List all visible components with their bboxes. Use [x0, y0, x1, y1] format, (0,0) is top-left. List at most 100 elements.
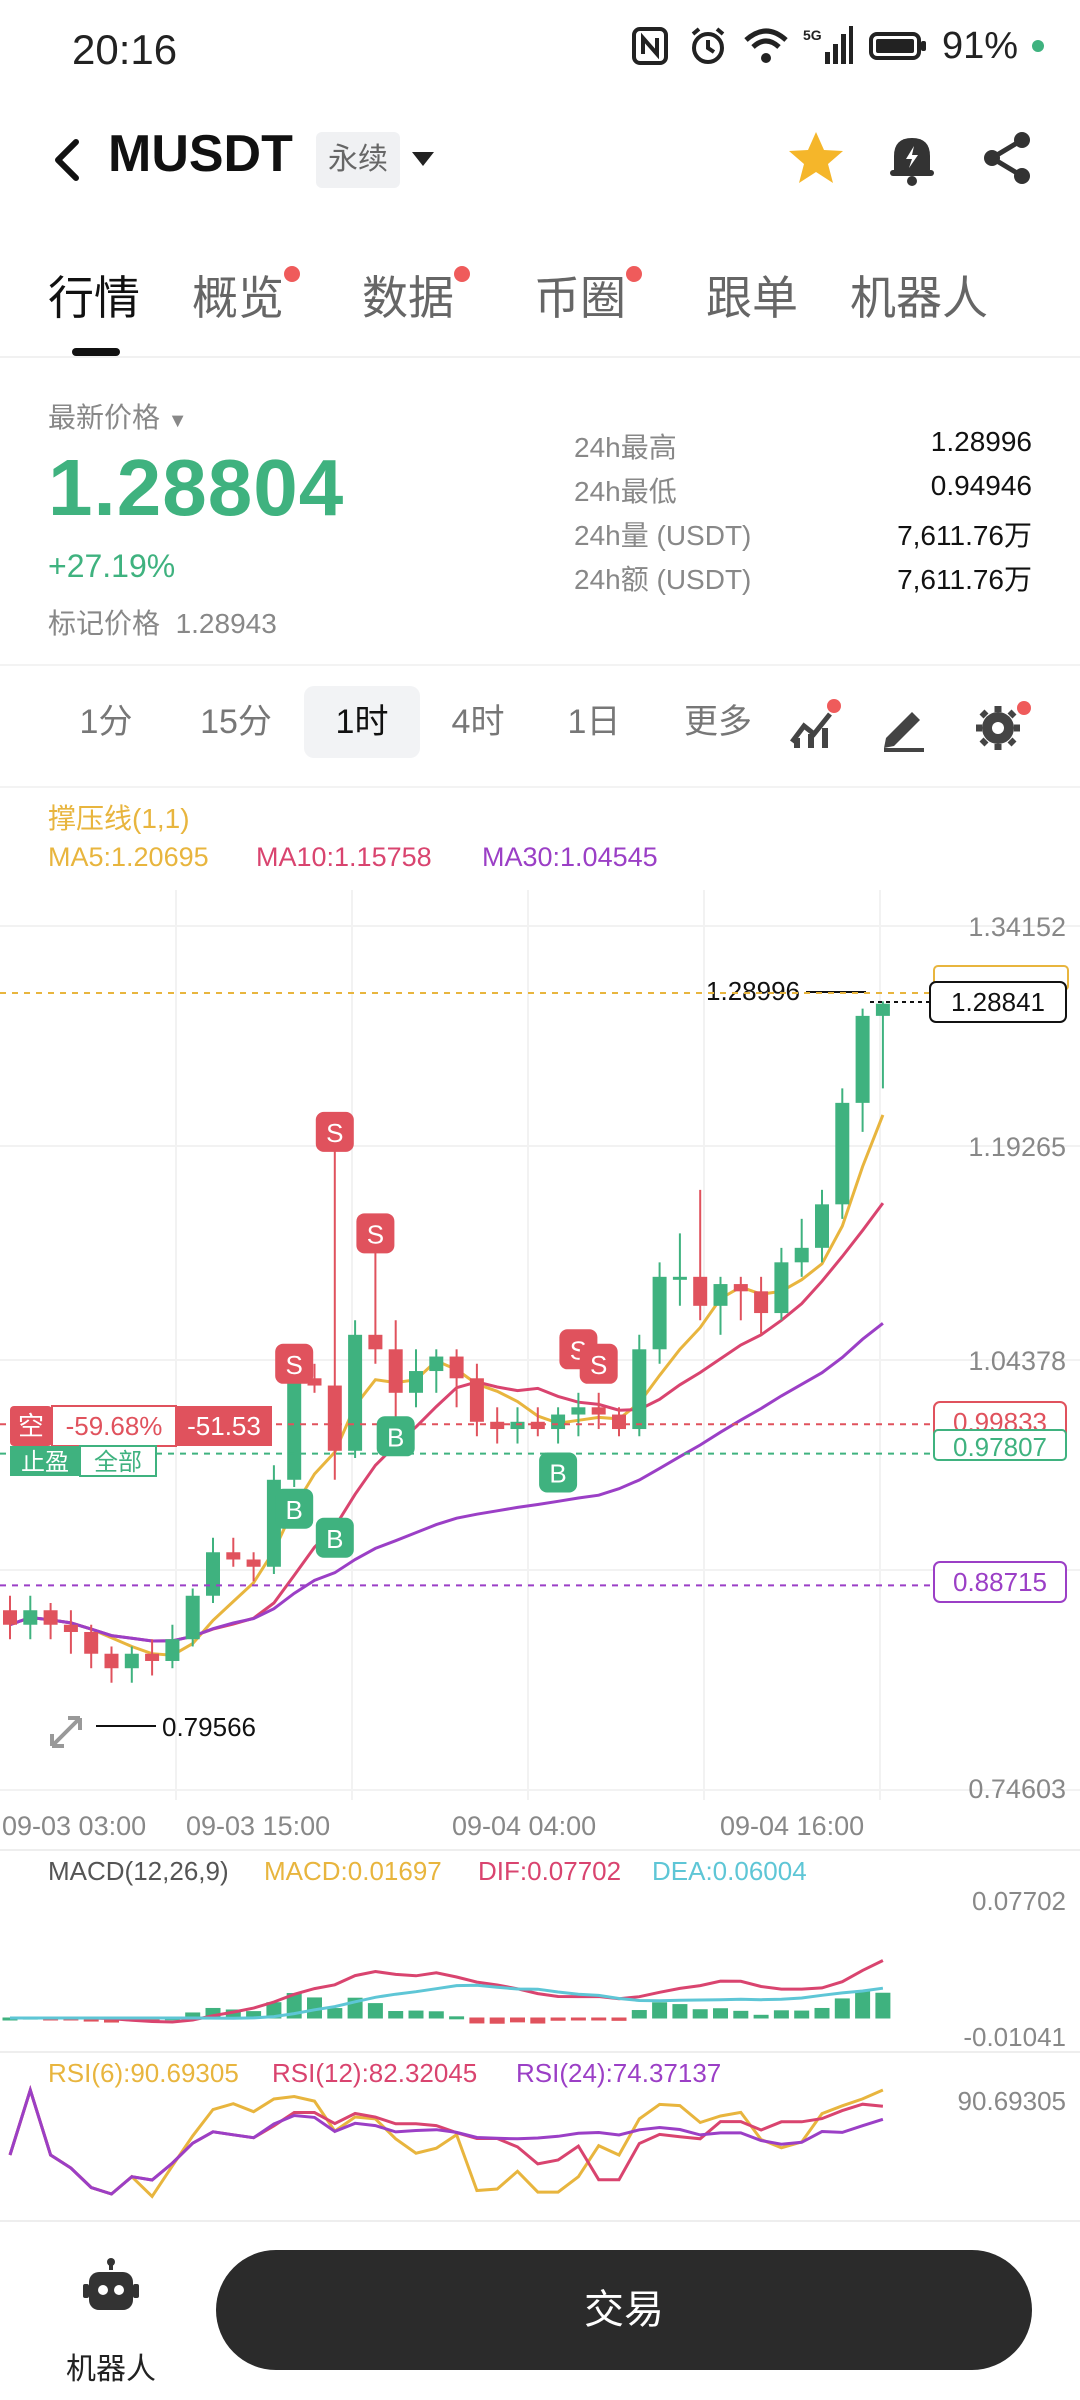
tab-bot[interactable]: 机器人	[850, 272, 988, 324]
indicator-button[interactable]	[786, 698, 842, 754]
x-tick-label: 09-04 16:00	[720, 1811, 864, 1841]
macd-bar	[713, 2008, 728, 2019]
pair-name[interactable]: MUSDT	[108, 125, 293, 183]
candle	[469, 1378, 484, 1422]
indicator-title: 撑压线(1,1)	[48, 803, 190, 834]
active-tab-indicator	[72, 348, 120, 356]
draw-button[interactable]	[876, 698, 932, 754]
bell-icon	[890, 138, 934, 186]
bot-button[interactable]: 机器人	[56, 2256, 166, 2386]
divider	[0, 786, 1080, 788]
stat-label: 24h最高	[574, 432, 677, 463]
battery-icon	[868, 24, 928, 68]
alarm-icon	[686, 24, 730, 68]
interval-4h[interactable]: 4时	[451, 703, 505, 741]
tab-data[interactable]: 数据	[362, 262, 470, 328]
tab-market[interactable]: 行情	[48, 272, 140, 324]
candle	[733, 1284, 748, 1292]
position-tag[interactable]: 空 -59.68% -51.53	[10, 1405, 272, 1447]
ma5-label: MA5:1.20695	[48, 842, 209, 872]
level-tag-tp	[933, 1429, 1067, 1461]
candle	[3, 1610, 17, 1625]
interval-1d[interactable]: 1日	[567, 703, 621, 741]
share-button[interactable]	[976, 126, 1040, 190]
marker-label: S	[326, 1118, 343, 1148]
y-tick-label: 1.19265	[968, 1132, 1066, 1162]
bottom-action-bar: 机器人 交易	[0, 2220, 1080, 2400]
tp-label: 止盈	[21, 1449, 69, 1476]
signal-5g-icon: 5G	[802, 24, 854, 68]
candle	[388, 1349, 403, 1393]
interval-more[interactable]: 更多	[684, 703, 752, 741]
macd-bar	[469, 2017, 485, 2024]
rsi24-line	[8, 2084, 884, 2196]
sell-marker: S	[315, 1111, 354, 1152]
buy-marker: B	[376, 1416, 415, 1457]
stat-value: 1.28996	[930, 426, 1032, 457]
candle	[713, 1284, 728, 1306]
take-profit-tag[interactable]: 止盈 全部	[10, 1445, 157, 1477]
tab-overview[interactable]: 概览	[192, 262, 300, 328]
fullscreen-button[interactable]	[38, 1704, 94, 1760]
macd-bar	[570, 2017, 586, 2021]
caret-down-icon: ▼	[167, 410, 188, 432]
x-tick-label: 09-04 04:00	[452, 1811, 596, 1841]
svg-text:5G: 5G	[803, 27, 822, 43]
trade-button[interactable]: 交易	[216, 2250, 1032, 2370]
candle	[794, 1247, 809, 1263]
mark-price-row: 标记价格 1.28943	[48, 608, 277, 639]
alert-button[interactable]	[880, 126, 944, 190]
rsi-plot	[8, 2084, 884, 2199]
candle	[672, 1276, 687, 1280]
battery-percent: 91%	[941, 24, 1018, 67]
buy-marker: B	[275, 1488, 314, 1529]
macd-bar	[875, 1992, 891, 2019]
back-icon	[55, 139, 79, 181]
macd-bar	[550, 2017, 566, 2021]
chart-settings-button[interactable]	[972, 698, 1032, 754]
rsi-y-tick: 90.69305	[958, 2086, 1066, 2116]
sell-marker: S	[275, 1343, 314, 1384]
candle	[429, 1356, 444, 1372]
candle	[449, 1356, 464, 1379]
macd-bar	[794, 2010, 810, 2019]
price-change: +27.19%	[48, 548, 176, 584]
pair-dropdown-button[interactable]	[408, 144, 438, 174]
candle	[104, 1653, 119, 1669]
interval-1h[interactable]: 1时	[304, 686, 420, 758]
candle	[693, 1276, 708, 1306]
macd-bar	[733, 2010, 749, 2019]
tab-copy-trading[interactable]: 跟单	[706, 272, 798, 324]
candle	[287, 1378, 302, 1480]
back-button[interactable]	[40, 124, 100, 194]
macd-bar	[773, 2010, 789, 2019]
tp-scope: 全部	[94, 1449, 142, 1476]
favorite-button[interactable]	[784, 126, 848, 190]
macd-bar	[652, 2002, 668, 2019]
macd-title: MACD(12,26,9)	[48, 1856, 229, 1886]
candle	[307, 1378, 322, 1386]
low-price-label: 0.79566	[162, 1712, 256, 1742]
candle	[124, 1653, 139, 1669]
interval-1m[interactable]: 1分	[79, 703, 133, 741]
dea-line	[10, 1983, 884, 2020]
rsi6-value: RSI(6):90.69305	[48, 2058, 239, 2088]
rsi24-value: RSI(24):74.37137	[516, 2058, 721, 2088]
candle	[226, 1552, 241, 1560]
marker-label: S	[590, 1350, 607, 1380]
kline-chart[interactable]: 撑压线(1,1) MA5:1.20695 MA10:1.15758 MA30:1…	[0, 790, 1080, 2220]
latest-price-selector[interactable]: 最新价格 ▼	[48, 402, 188, 433]
tab-community[interactable]: 币圈	[534, 262, 642, 328]
rsi12-value: RSI(12):82.32045	[272, 2058, 477, 2088]
interval-15m[interactable]: 15分	[200, 703, 272, 741]
dea-value: DEA:0.06004	[652, 1856, 807, 1886]
macd-bar	[408, 2010, 424, 2019]
divider	[0, 664, 1080, 666]
status-bar: 20:16 5G 91%	[0, 0, 1080, 100]
rsi6-line	[8, 2084, 884, 2199]
position-pnl: -51.53	[187, 1411, 261, 1441]
wifi-icon	[744, 24, 788, 68]
candle	[530, 1421, 545, 1430]
main-tabs: 行情 概览 数据 币圈 跟单 机器人	[0, 254, 1080, 358]
marker-label: B	[326, 1524, 343, 1554]
